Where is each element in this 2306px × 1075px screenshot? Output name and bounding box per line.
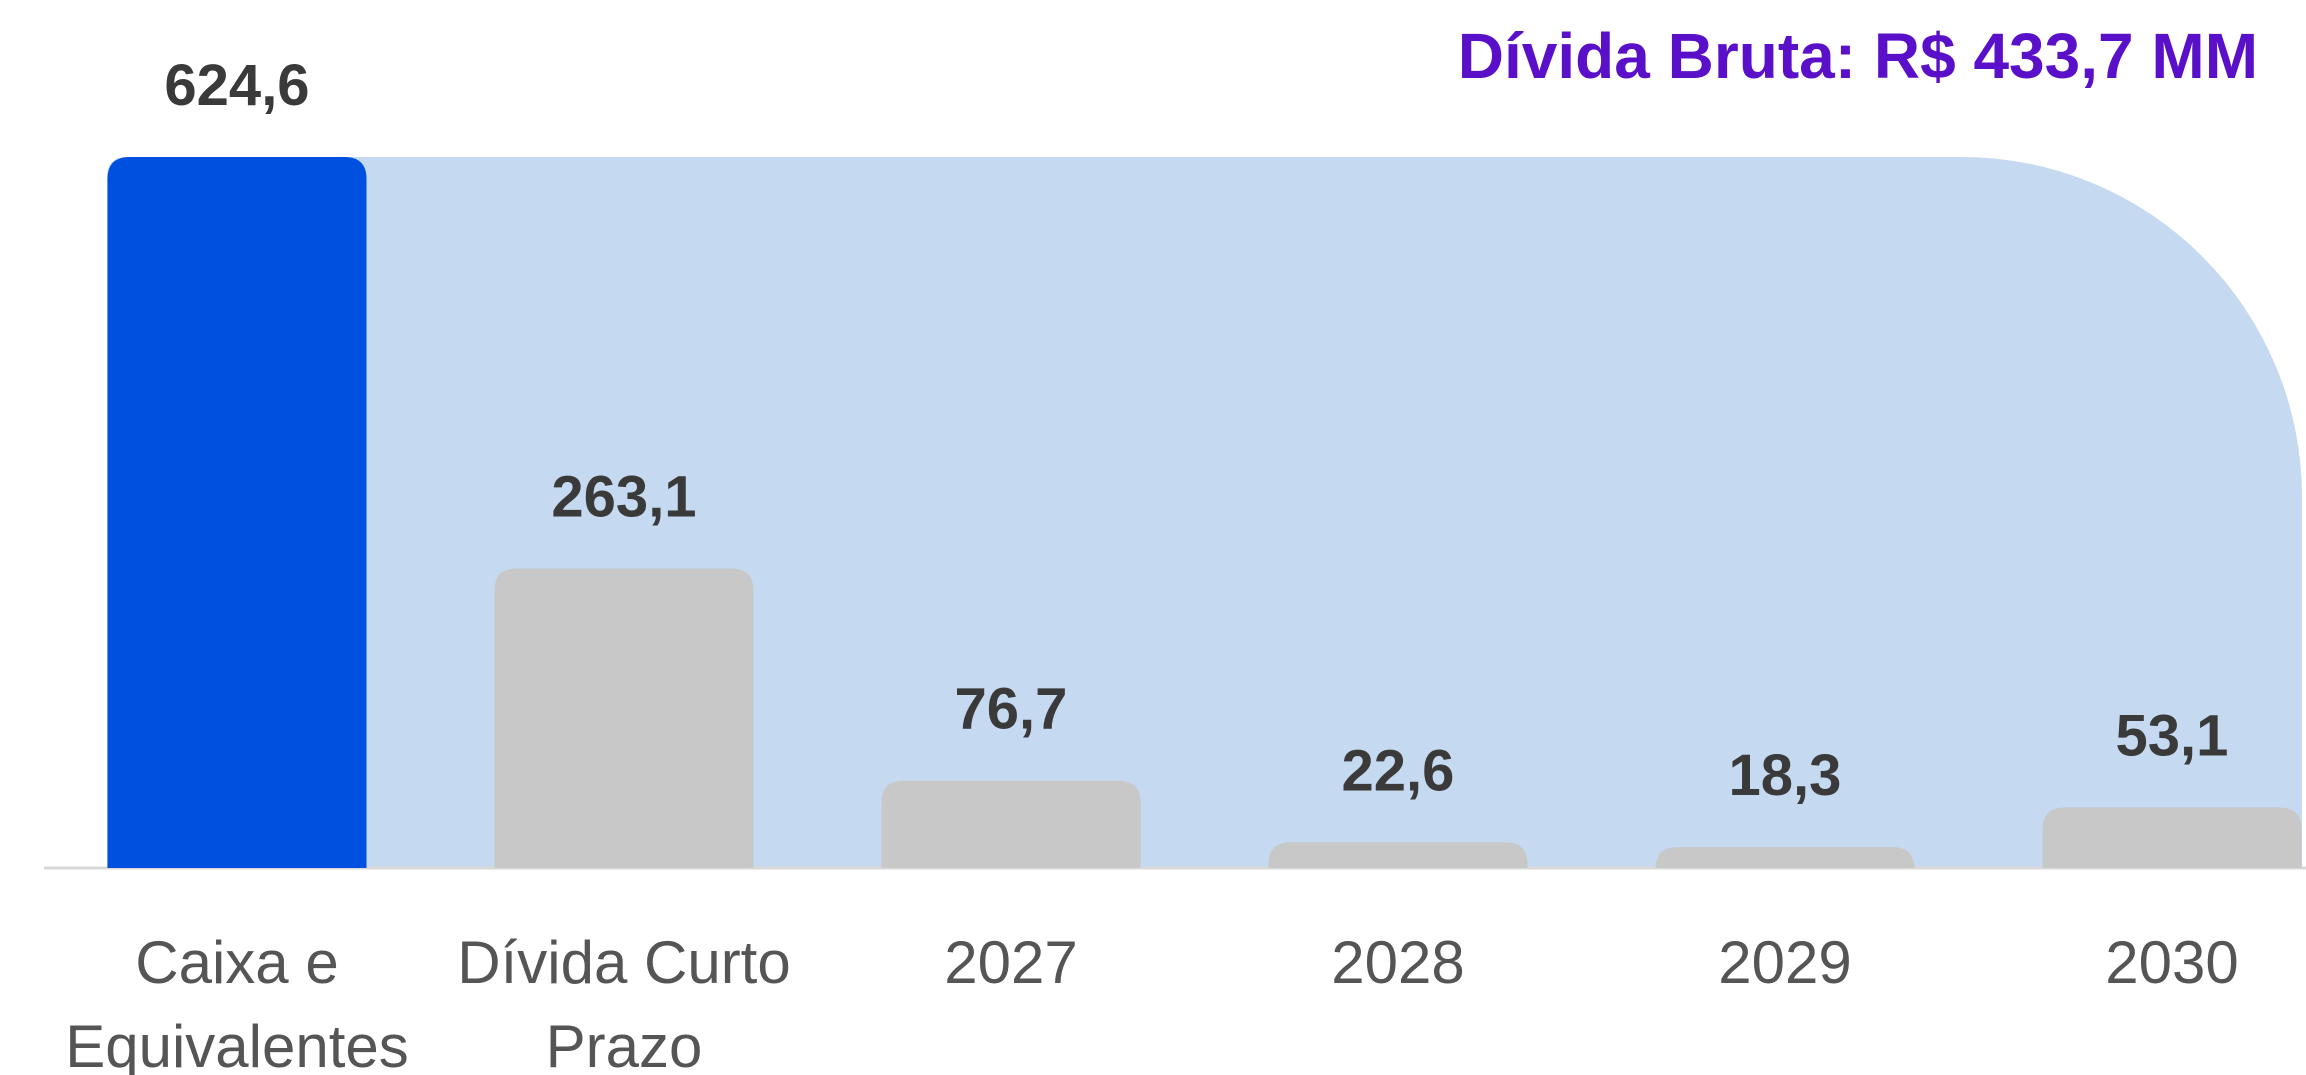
bar [494, 568, 754, 868]
chart-title: Dívida Bruta: R$ 433,7 MM [1458, 20, 2258, 92]
x-tick-label: 2028 [1331, 929, 1465, 996]
x-tick-label: 2027 [944, 929, 1078, 996]
value-label: 18,3 [1729, 743, 1842, 808]
value-label: 22,6 [1342, 738, 1455, 803]
value-label: 76,7 [955, 677, 1068, 742]
value-label: 53,1 [2116, 704, 2229, 769]
x-tick-label: Caixa e Equivalentes [65, 929, 409, 1075]
x-tick-label: Dívida Curto Prazo [457, 929, 791, 1075]
bar [2042, 807, 2302, 868]
x-tick-label: 2029 [1718, 929, 1852, 996]
background-area [107, 157, 2302, 868]
x-tick-label: 2030 [2105, 929, 2239, 996]
value-label: 624,6 [164, 53, 309, 118]
bar [1655, 847, 1915, 870]
value-label: 263,1 [551, 465, 696, 530]
bar [881, 780, 1141, 868]
bar [1268, 842, 1528, 868]
bar [107, 157, 367, 868]
